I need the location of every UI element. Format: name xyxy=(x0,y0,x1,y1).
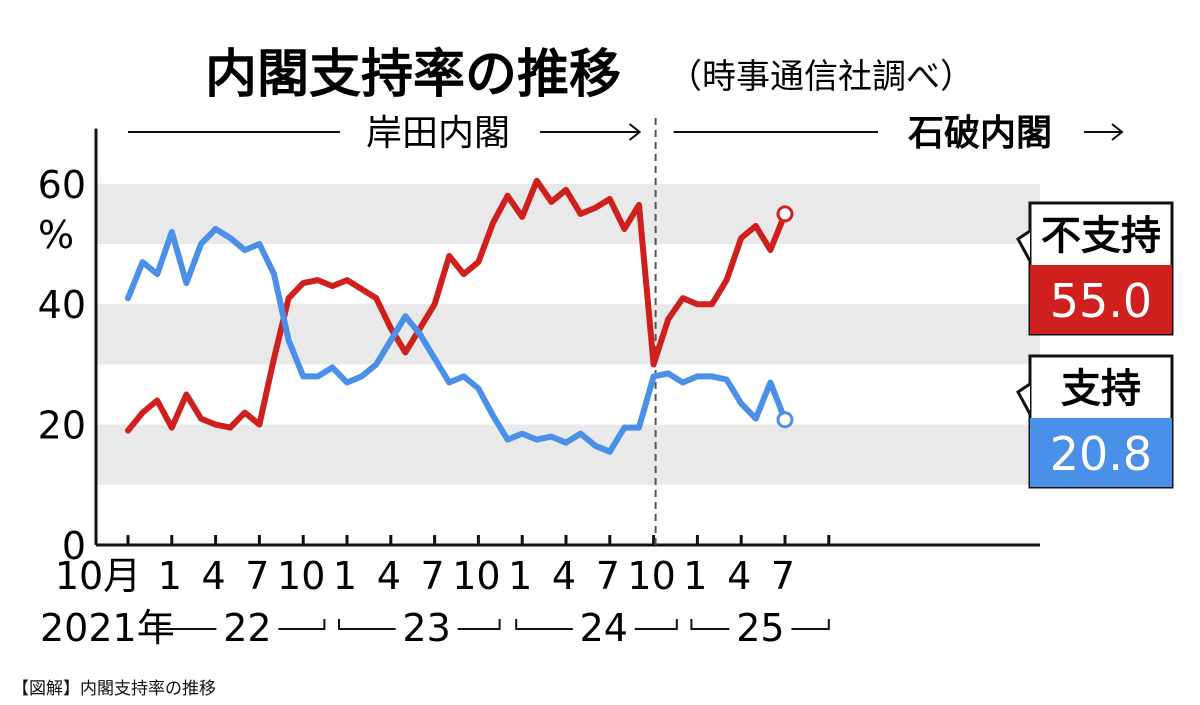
value-box-fill xyxy=(1030,265,1172,334)
year-bracket xyxy=(338,619,396,630)
x-tick-label: 10月 xyxy=(55,554,141,598)
x-tick-label: 10 xyxy=(277,554,325,598)
grid-band xyxy=(96,424,1040,485)
chart-title: 内閣支持率の推移 xyxy=(205,45,621,105)
chart-subtitle: （時事通信社調べ） xyxy=(668,57,974,97)
year-label: 23 xyxy=(402,606,450,650)
latest-point xyxy=(776,411,794,429)
x-tick-label: 1 xyxy=(508,554,532,598)
x-tick-label: 10 xyxy=(452,554,500,598)
latest-point xyxy=(776,205,794,223)
x-tick-label: 7 xyxy=(596,554,620,598)
year-label: 2021年 xyxy=(40,606,175,650)
year-label: 24 xyxy=(580,606,628,650)
latest-value-boxes: 不支持 55.0 支持 20.8 xyxy=(1016,201,1174,489)
y-tick-label: 60 xyxy=(38,163,86,207)
figure-caption: 【図解】内閣支持率の推移 xyxy=(12,679,216,699)
y-tick-label: 0 xyxy=(62,524,86,568)
y-tick-label: 40 xyxy=(38,283,86,327)
x-tick-label: 4 xyxy=(727,554,751,598)
series-line-approval xyxy=(125,226,788,455)
y-tick-label: 20 xyxy=(38,404,86,448)
y-axis-unit: % xyxy=(38,213,74,257)
value-box-fill xyxy=(1030,418,1172,487)
x-tick-label: 7 xyxy=(245,554,269,598)
x-tick-label: 4 xyxy=(202,554,226,598)
series-lines xyxy=(125,177,794,455)
value-box-disapproval: 不支持 55.0 xyxy=(1016,201,1174,336)
axes xyxy=(94,128,1040,630)
value-box-pointer xyxy=(1016,382,1032,415)
year-bracket xyxy=(690,619,730,630)
series-line-disapproval xyxy=(125,177,788,434)
x-tick-label: 7 xyxy=(771,554,795,598)
year-label: 25 xyxy=(736,606,784,650)
x-tick-label: 7 xyxy=(421,554,445,598)
x-tick-label: 1 xyxy=(683,554,707,598)
year-bracket xyxy=(515,619,573,630)
value-box-approval: 支持 20.8 xyxy=(1016,354,1174,489)
value-box-value: 20.8 xyxy=(1050,427,1152,481)
era-arrow-head xyxy=(628,123,642,141)
year-label: 22 xyxy=(223,606,271,650)
value-box-label: 支持 xyxy=(1061,366,1141,412)
year-bracket xyxy=(278,619,326,630)
era-annotations: 岸田内閣 石破内閣 xyxy=(128,113,1124,545)
value-box-pointer xyxy=(1016,229,1032,262)
era-label: 石破内閣 xyxy=(908,113,1052,154)
year-bracket xyxy=(457,619,501,630)
x-tick-label: 4 xyxy=(552,554,576,598)
era-arrow-head xyxy=(1111,123,1124,141)
grid-band xyxy=(96,304,1040,365)
x-tick-label: 1 xyxy=(158,554,182,598)
year-bracket xyxy=(156,619,217,630)
grid-bands xyxy=(96,183,1040,485)
value-box-value: 55.0 xyxy=(1050,274,1152,328)
year-bracket xyxy=(634,619,678,630)
value-box-label: 不支持 xyxy=(1041,213,1161,259)
x-tick-label: 10 xyxy=(627,554,675,598)
era-label: 岸田内閣 xyxy=(366,113,510,154)
year-bracket xyxy=(791,619,830,630)
x-tick-label: 1 xyxy=(333,554,357,598)
x-tick-label: 4 xyxy=(377,554,401,598)
